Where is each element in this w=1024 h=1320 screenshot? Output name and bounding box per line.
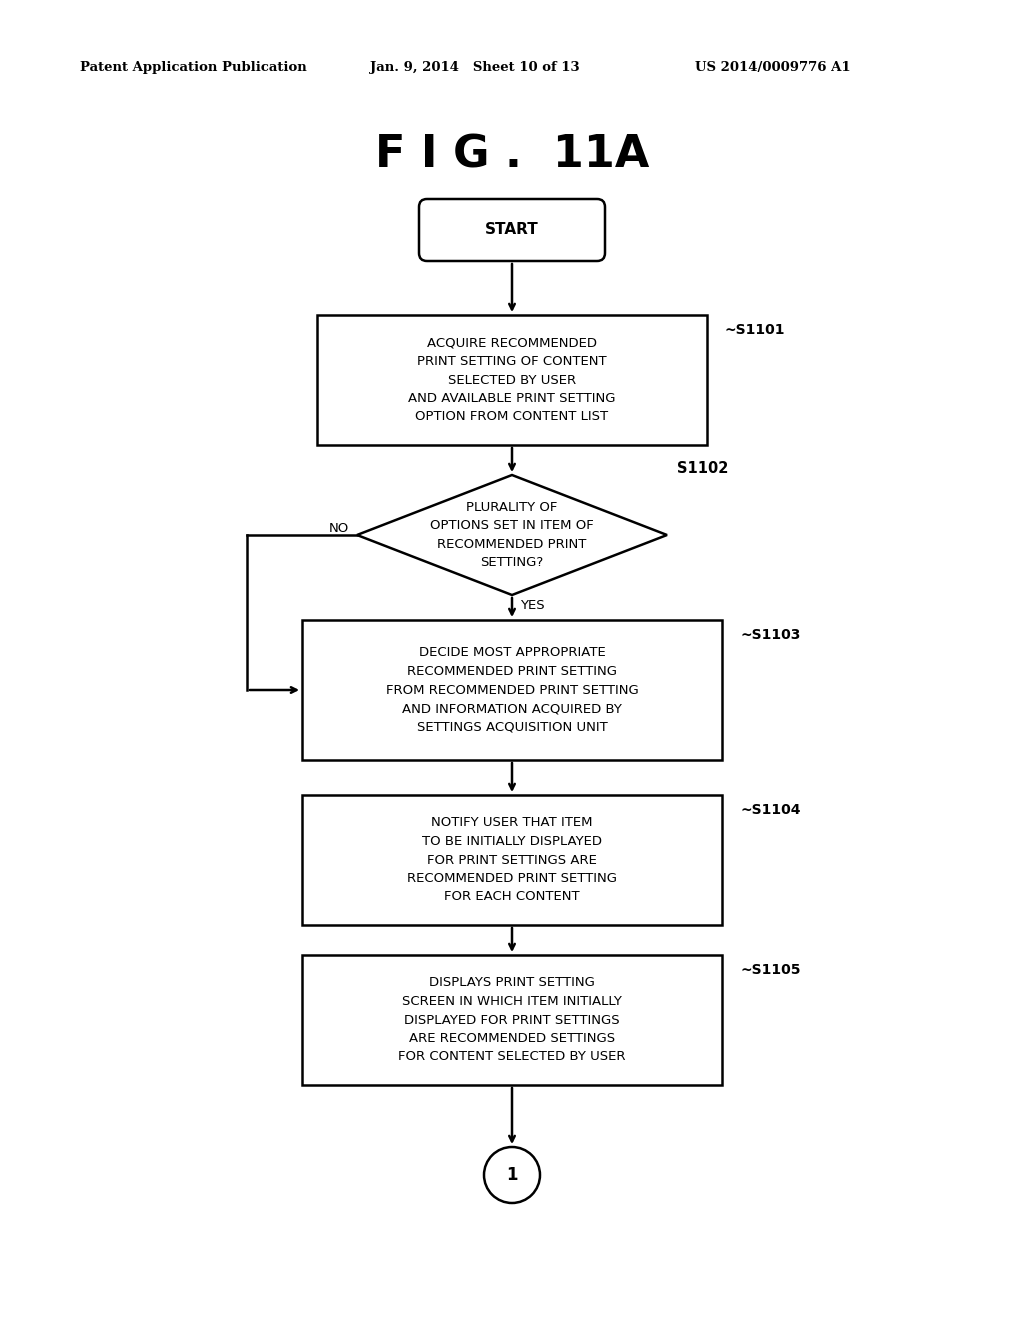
Text: DECIDE MOST APPROPRIATE
RECOMMENDED PRINT SETTING
FROM RECOMMENDED PRINT SETTING: DECIDE MOST APPROPRIATE RECOMMENDED PRIN… (386, 647, 638, 734)
Text: Patent Application Publication: Patent Application Publication (80, 62, 307, 74)
Text: YES: YES (520, 599, 545, 612)
Bar (302, 620, 722, 760)
Text: F I G .  11A: F I G . 11A (375, 133, 649, 177)
Text: DISPLAYS PRINT SETTING
SCREEN IN WHICH ITEM INITIALLY
DISPLAYED FOR PRINT SETTIN: DISPLAYS PRINT SETTING SCREEN IN WHICH I… (398, 977, 626, 1064)
Text: ACQUIRE RECOMMENDED
PRINT SETTING OF CONTENT
SELECTED BY USER
AND AVAILABLE PRIN: ACQUIRE RECOMMENDED PRINT SETTING OF CON… (409, 337, 615, 424)
Text: ~S1105: ~S1105 (740, 964, 801, 977)
Text: PLURALITY OF
OPTIONS SET IN ITEM OF
RECOMMENDED PRINT
SETTING?: PLURALITY OF OPTIONS SET IN ITEM OF RECO… (430, 500, 594, 569)
Bar (302, 954, 722, 1085)
FancyBboxPatch shape (419, 199, 605, 261)
Text: S1102: S1102 (677, 461, 728, 477)
Text: ~S1101: ~S1101 (725, 323, 785, 337)
Text: ~S1104: ~S1104 (740, 803, 801, 817)
Text: NOTIFY USER THAT ITEM
TO BE INITIALLY DISPLAYED
FOR PRINT SETTINGS ARE
RECOMMEND: NOTIFY USER THAT ITEM TO BE INITIALLY DI… (407, 817, 617, 903)
Text: START: START (485, 223, 539, 238)
Text: Jan. 9, 2014   Sheet 10 of 13: Jan. 9, 2014 Sheet 10 of 13 (370, 62, 580, 74)
Text: US 2014/0009776 A1: US 2014/0009776 A1 (695, 62, 851, 74)
Bar (317, 315, 707, 445)
Polygon shape (357, 475, 667, 595)
Text: NO: NO (329, 523, 349, 536)
Text: ~S1103: ~S1103 (740, 628, 801, 642)
Bar (302, 795, 722, 925)
Circle shape (484, 1147, 540, 1203)
Text: 1: 1 (506, 1166, 518, 1184)
